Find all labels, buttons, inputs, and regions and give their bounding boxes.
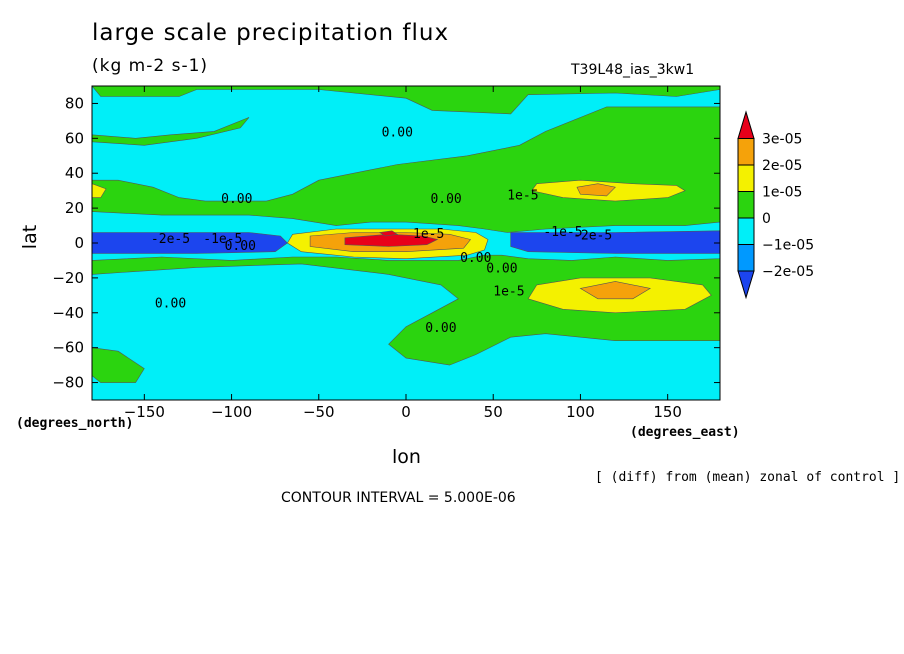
colorbar-label: −2e-05 — [762, 264, 814, 280]
y-tick-label: 20 — [65, 199, 84, 217]
colorbar-label: 3e-05 — [762, 132, 802, 148]
y-tick-label: 60 — [65, 129, 84, 147]
colorbar-swatch — [737, 191, 755, 219]
contour-label: -1e-5 — [543, 225, 582, 240]
contour-region-1 — [92, 86, 720, 202]
colorbar-swatch-bottom — [737, 270, 755, 300]
contour-region-13 — [576, 183, 616, 197]
chart-units: (kg m-2 s-1) — [92, 56, 209, 76]
contour-label: 1e-5 — [507, 188, 538, 203]
contour-region-4 — [92, 232, 288, 254]
contour-region-14 — [92, 183, 107, 198]
contour-label: 0.00 — [225, 239, 256, 254]
y-tick-label: −40 — [52, 304, 84, 322]
contour-label: 0.00 — [486, 262, 517, 277]
diff-note: [ (diff) from (mean) zonal of control ] — [595, 470, 901, 485]
colorbar-swatch — [737, 138, 755, 166]
contour-label: 0.00 — [460, 251, 491, 266]
y-tick-label: 40 — [65, 164, 84, 182]
contour-label: 0.00 — [155, 297, 186, 312]
contour-label: 1e-5 — [413, 227, 444, 242]
colorbar-label: 2e-05 — [762, 158, 802, 174]
y-axis-ticks: −80 −60 −40 −20 0 20 40 60 80 — [52, 94, 720, 392]
colorbar-swatch — [737, 217, 755, 245]
colorbar-swatch — [737, 244, 755, 272]
y-tick-label: −60 — [52, 339, 84, 357]
x-tick-label: −150 — [124, 403, 165, 421]
colorbar-label: 1e-05 — [762, 185, 802, 201]
x-axis-units: (degrees_east) — [630, 425, 740, 440]
contour-interval: CONTOUR INTERVAL = 5.000E-06 — [281, 490, 516, 506]
run-label: T39L48_ias_3kw1 — [571, 62, 695, 78]
contour-region-11 — [378, 230, 399, 237]
contour-label: -2e-5 — [151, 232, 190, 247]
contour-label: 0.00 — [430, 192, 461, 207]
contour-label: 0.00 — [382, 126, 413, 141]
x-axis-label: lon — [392, 446, 421, 468]
y-tick-label: 80 — [65, 94, 84, 112]
contour-label: -1e-5 — [203, 232, 242, 247]
x-tick-label: −100 — [211, 403, 252, 421]
contour-label: -2e-5 — [573, 229, 612, 244]
contour-label: 0.00 — [425, 321, 456, 336]
x-tick-label: 50 — [484, 403, 503, 421]
contour-region-5 — [510, 230, 720, 254]
colorbar-swatch — [737, 164, 755, 192]
y-tick-label: −20 — [52, 269, 84, 287]
x-tick-label: 0 — [401, 403, 411, 421]
contour-region-16 — [579, 281, 652, 300]
x-tick-label: −50 — [303, 403, 335, 421]
y-tick-label: −80 — [52, 374, 84, 392]
chart-title: large scale precipitation flux — [92, 20, 450, 46]
colorbar-label: 0 — [762, 211, 771, 227]
x-tick-label: 150 — [653, 403, 682, 421]
contour-region-6 — [92, 263, 720, 400]
filled-contour-regions — [92, 86, 720, 400]
contour-region-2 — [92, 117, 250, 146]
x-tick-label: 100 — [566, 403, 595, 421]
contour-region-7 — [92, 347, 145, 383]
y-tick-label: 0 — [74, 234, 84, 252]
colorbar-label: −1e-05 — [762, 238, 814, 254]
x-axis-ticks: −150 −100 −50 0 50 100 150 — [124, 86, 682, 421]
colorbar-swatch-top — [737, 110, 755, 139]
contour-label: 1e-5 — [493, 284, 524, 299]
contour-label: 0.00 — [221, 192, 252, 207]
colorbar: 3e-05 2e-05 1e-05 0 −1e-05 −2e-05 — [737, 110, 814, 300]
y-axis-units: (degrees_north) — [16, 416, 134, 431]
